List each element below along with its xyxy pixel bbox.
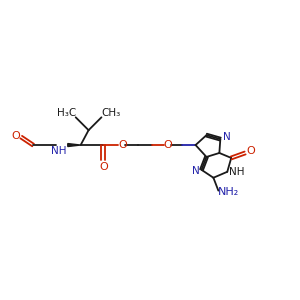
Text: H₃C: H₃C xyxy=(57,108,76,118)
Text: N: N xyxy=(224,132,231,142)
Text: O: O xyxy=(247,146,255,156)
Text: NH₂: NH₂ xyxy=(218,187,239,196)
Text: N: N xyxy=(192,166,200,176)
Text: NH: NH xyxy=(51,146,67,156)
Text: NH: NH xyxy=(230,167,245,177)
Text: O: O xyxy=(118,140,127,150)
Text: O: O xyxy=(99,162,108,172)
Text: O: O xyxy=(164,140,172,150)
Polygon shape xyxy=(68,144,81,146)
Text: CH₃: CH₃ xyxy=(102,108,121,118)
Text: O: O xyxy=(12,131,21,141)
